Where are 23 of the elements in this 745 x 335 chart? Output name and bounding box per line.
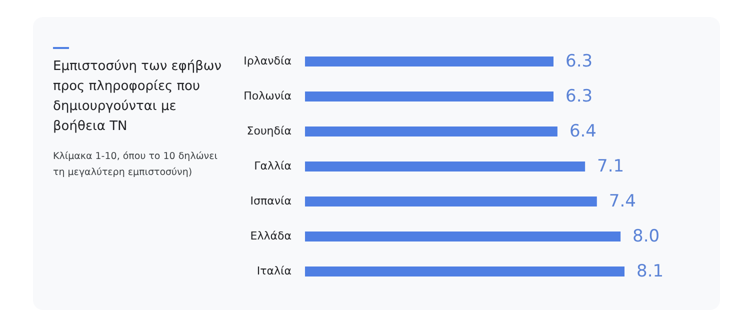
bar	[305, 56, 554, 66]
y-tick-label: Γαλλία	[254, 160, 292, 172]
y-tick-label: Σουηδία	[246, 124, 292, 138]
text: Κλίμακα 1-10, όπου το 10 δηλώνει τη μεγαλύτερη εμπιστοσύνη)	[53, 150, 218, 180]
bar	[305, 162, 586, 172]
bar	[305, 92, 554, 102]
data-label: 6.3	[566, 52, 593, 72]
bar	[305, 232, 621, 242]
y-tick-label: Ελλάδα	[250, 230, 292, 242]
bar	[305, 126, 558, 136]
data-label: 7.1	[597, 156, 624, 176]
y-tick-label: Ιταλία	[256, 264, 292, 278]
data-label: 6.4	[569, 122, 596, 142]
y-tick-label: Πολωνία	[244, 90, 292, 102]
data-label: 6.3	[566, 86, 593, 106]
y-tick-label: Ισπανία	[250, 194, 292, 208]
text: Εμπιστοσύνη των εφήβων προς πληροφορίες που δημιουργούνται με βοήθεια ΤΝ	[53, 58, 223, 136]
bar	[305, 266, 624, 276]
data-label: 8.0	[632, 226, 660, 246]
data-label: 7.4	[608, 192, 636, 212]
data-label: 8.1	[636, 262, 664, 282]
bar	[305, 196, 597, 206]
y-tick-label: Ιρλανδία	[244, 54, 292, 68]
